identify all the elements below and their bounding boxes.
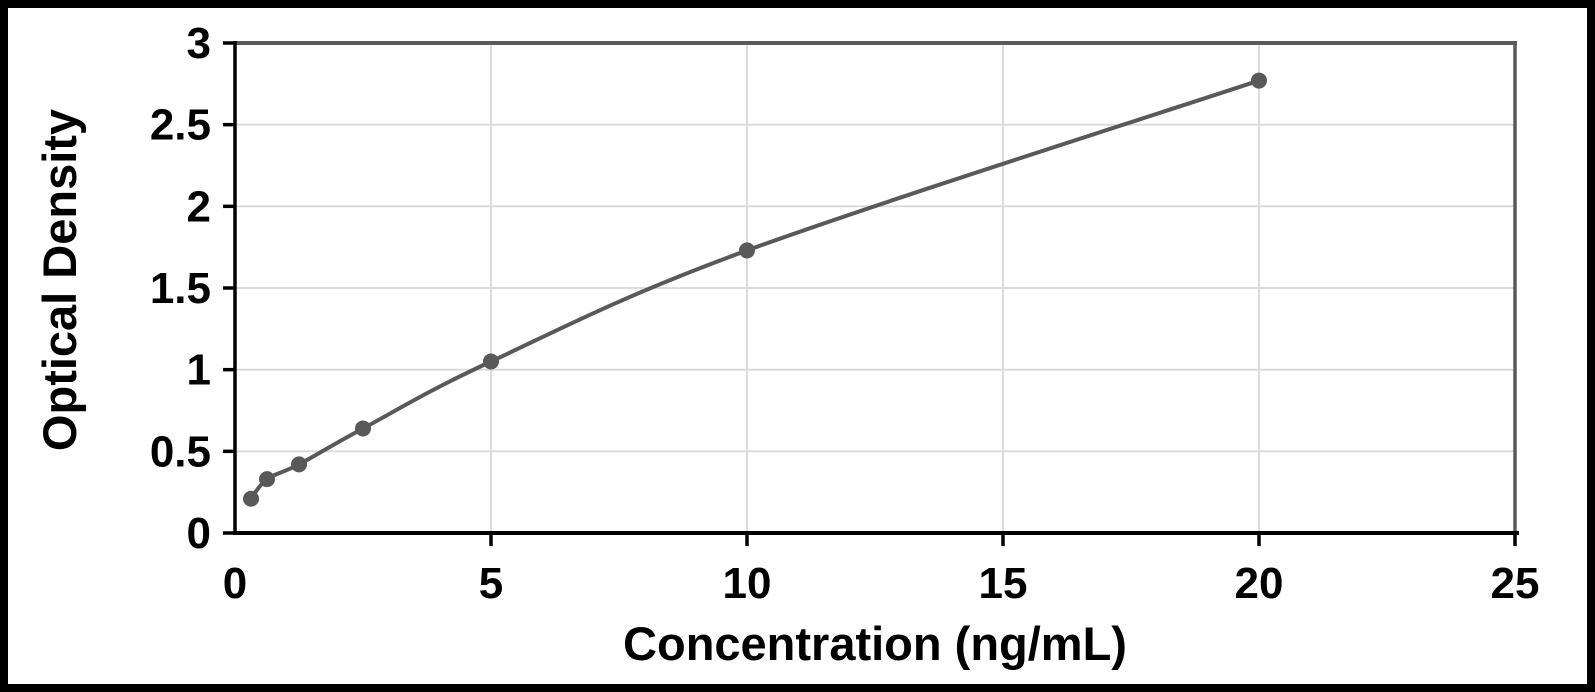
x-tick-label: 25 — [1491, 559, 1540, 608]
x-tick-label: 10 — [723, 559, 772, 608]
data-point-marker — [355, 420, 371, 437]
y-tick-label: 0 — [187, 509, 211, 558]
data-point-marker — [483, 353, 499, 370]
x-tick-label: 0 — [223, 559, 247, 608]
y-tick-label: 1 — [187, 346, 211, 395]
x-tick-label: 20 — [1235, 559, 1284, 608]
data-point-marker — [243, 490, 260, 507]
y-tick-label: 2.5 — [150, 101, 211, 150]
x-tick-label: 5 — [479, 559, 503, 608]
y-tick-label: 0.5 — [150, 427, 211, 476]
data-point-marker — [739, 242, 755, 259]
y-tick-label: 3 — [187, 19, 211, 68]
y-tick-label: 1.5 — [150, 264, 211, 313]
y-axis-title: Optical Density — [33, 108, 86, 452]
standard-curve-line — [249, 78, 1261, 501]
data-point-marker — [291, 456, 307, 473]
y-tick-label: 2 — [187, 182, 211, 231]
x-axis-title: Concentration (ng/mL) — [623, 617, 1127, 670]
data-point-marker — [259, 471, 275, 488]
x-tick-label: 15 — [979, 559, 1028, 608]
data-point-marker — [1251, 72, 1267, 89]
